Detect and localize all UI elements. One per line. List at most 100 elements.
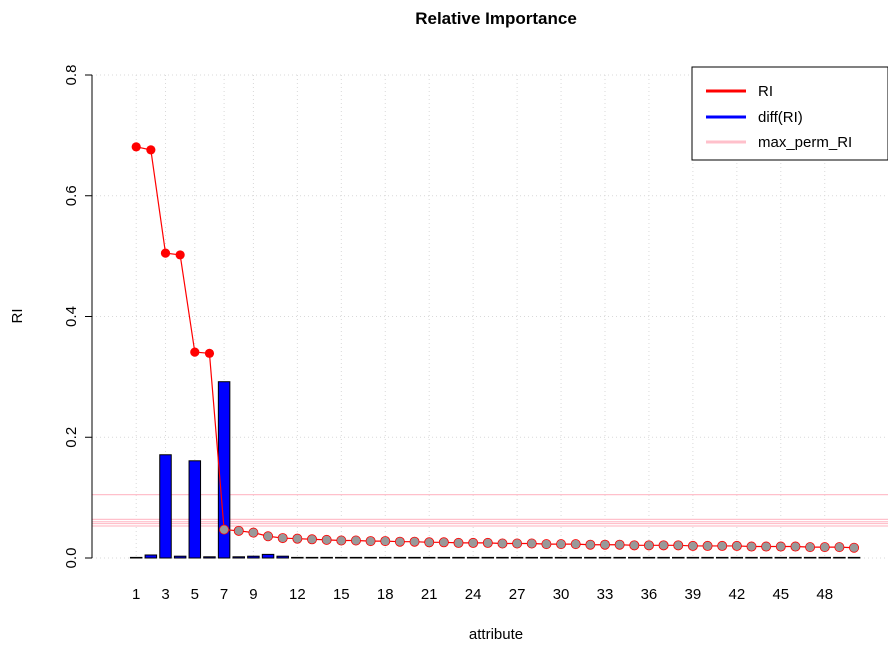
diff-ri-bar: [525, 556, 538, 559]
diff-ri-bar: [232, 556, 245, 559]
y-axis-label: RI: [9, 309, 26, 324]
diff-ri-bar: [833, 556, 846, 559]
x-tick-label: 24: [465, 586, 482, 603]
x-tick-label: 48: [816, 586, 833, 603]
diff-ri-bar: [569, 556, 582, 559]
ri-point: [350, 535, 361, 546]
ri-point: [526, 538, 537, 549]
ri-point: [658, 540, 669, 551]
ri-point: [541, 539, 552, 550]
diff-ri-bar: [672, 556, 685, 559]
diff-ri-bar: [129, 556, 143, 559]
legend-label: diff(RI): [758, 109, 803, 126]
diff-ri-bar: [847, 556, 861, 559]
x-tick-label: 33: [597, 586, 614, 603]
ri-point: [556, 539, 567, 550]
diff-ri-bar: [759, 556, 773, 559]
ri-point: [424, 537, 435, 548]
ri-point: [306, 534, 317, 545]
ri-point: [600, 539, 611, 550]
x-tick-label: 15: [333, 586, 350, 603]
ri-point: [336, 535, 347, 546]
diff-ri-bar: [789, 556, 802, 559]
diff-ri-bar: [173, 555, 187, 559]
ri-point: [292, 533, 303, 544]
ri-point: [849, 542, 860, 553]
ri-point: [643, 540, 654, 551]
x-tick-label: 21: [421, 586, 438, 603]
ri-point: [409, 536, 420, 547]
ri-point: [131, 142, 141, 152]
diff-ri-bar: [144, 554, 158, 559]
diff-ri-bar: [335, 556, 348, 559]
diff-ri-bar: [466, 556, 480, 559]
ri-point: [585, 539, 596, 550]
ri-point: [805, 542, 816, 553]
x-tick-label: 5: [191, 586, 199, 603]
diff-ri-bar: [745, 556, 758, 559]
ri-point: [819, 542, 830, 553]
ri-point: [277, 533, 288, 544]
ri-point: [497, 538, 508, 549]
diff-ri-bar: [364, 556, 377, 559]
diff-ri-bar: [320, 556, 333, 559]
diff-ri-bar: [701, 556, 714, 559]
ri-point: [233, 525, 244, 536]
diff-ri-bar: [730, 556, 744, 559]
y-tick-label: 0.4: [63, 306, 80, 327]
y-tick-label: 0.0: [63, 548, 80, 569]
ri-point: [190, 347, 200, 357]
diff-ri-bar: [291, 556, 304, 559]
diff-ri-bar: [276, 555, 289, 559]
ri-point: [175, 250, 185, 260]
max-perm-ri-lines: [92, 494, 888, 527]
y-tick-label: 0.8: [63, 65, 80, 86]
ri-point: [482, 537, 493, 548]
ri-point: [263, 531, 274, 542]
ri-line-series: [131, 142, 860, 553]
ri-point: [702, 540, 713, 551]
x-tick-label: 36: [641, 586, 658, 603]
ri-point: [687, 540, 698, 551]
legend: RI diff(RI) max_perm_RI: [691, 66, 888, 161]
x-tick-label: 7: [220, 586, 228, 603]
diff-ri-bar: [686, 556, 700, 559]
diff-ri-bar: [452, 556, 465, 559]
diff-ri-bar: [628, 556, 641, 559]
x-tick-label: 3: [161, 586, 169, 603]
diff-ri-bar: [422, 556, 436, 559]
y-tick-label: 0.6: [63, 185, 80, 206]
diff-ri-bar: [379, 556, 392, 559]
diff-ri-bar: [217, 381, 231, 559]
ri-point: [731, 540, 742, 551]
ri-point: [614, 539, 625, 550]
ri-point: [761, 541, 772, 552]
ri-line: [136, 146, 855, 549]
diff-ri-bar: [642, 556, 656, 559]
x-tick-label: 27: [509, 586, 526, 603]
ri-point: [394, 536, 405, 547]
y-tick-label: 0.2: [63, 427, 80, 448]
diff-ri-bar: [510, 556, 524, 559]
chart-title: Relative Importance: [415, 9, 577, 28]
x-axis-label: attribute: [469, 626, 523, 643]
x-tick-label: 18: [377, 586, 394, 603]
ri-point: [512, 538, 523, 549]
ri-point: [746, 541, 757, 552]
diff-ri-bar: [247, 555, 260, 559]
diff-ri-bar: [774, 556, 788, 559]
ri-point: [834, 542, 845, 553]
x-tick-label: 39: [685, 586, 702, 603]
diff-ri-bars: [129, 381, 861, 559]
diff-ri-bar: [613, 556, 626, 559]
diff-ri-bar: [305, 556, 319, 559]
diff-ri-bar: [540, 556, 553, 559]
diff-ri-bar: [657, 556, 670, 559]
x-tick-label: 1: [132, 586, 140, 603]
diff-ri-bar: [349, 556, 363, 559]
ri-point: [629, 540, 640, 551]
diff-ri-bar: [188, 460, 202, 559]
ri-point: [453, 537, 464, 548]
diff-ri-bar: [818, 556, 831, 559]
